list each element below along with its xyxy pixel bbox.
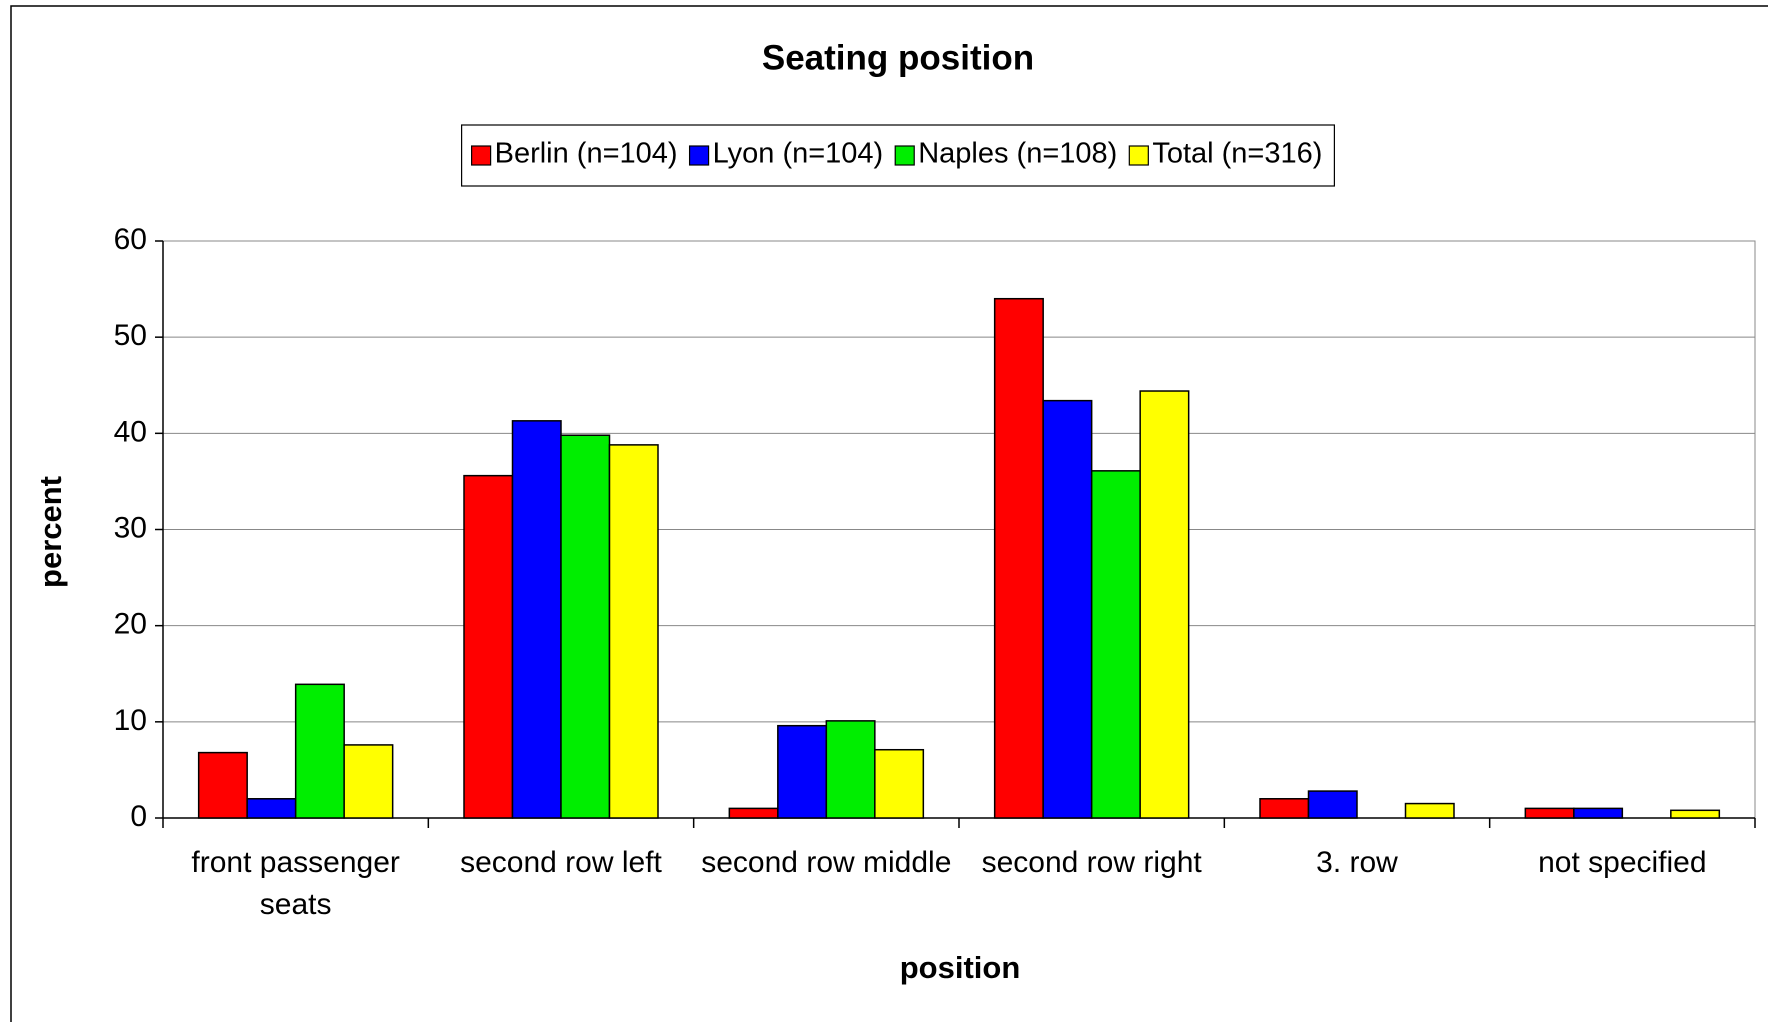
bar xyxy=(728,807,779,819)
bar xyxy=(608,444,659,819)
bar xyxy=(874,748,925,819)
x-tick-label: front passenger seats xyxy=(191,846,400,921)
legend-box xyxy=(461,124,1335,187)
legend-label: Naples (n=108) xyxy=(918,138,1117,170)
chart-frame xyxy=(10,5,1768,1022)
bar xyxy=(1670,809,1721,819)
bar xyxy=(1404,802,1455,819)
bar xyxy=(1090,470,1141,819)
legend-swatch xyxy=(471,145,492,166)
y-tick-label: 50 xyxy=(114,319,147,352)
y-tick-label: 40 xyxy=(114,415,147,448)
x-tick-label: second row right xyxy=(981,846,1202,879)
y-axis-title: percent xyxy=(33,476,68,588)
x-axis-title: position xyxy=(900,950,1021,985)
y-tick-label: 60 xyxy=(114,223,147,256)
x-tick-label: 3. row xyxy=(1316,846,1398,879)
legend-swatch xyxy=(894,145,915,166)
bar xyxy=(993,297,1044,819)
bar xyxy=(1259,798,1310,819)
bar xyxy=(197,751,248,819)
bar xyxy=(1524,807,1575,819)
legend-swatch xyxy=(1128,145,1149,166)
bar xyxy=(294,683,345,819)
bar xyxy=(1042,399,1093,819)
bar xyxy=(1139,390,1190,819)
bar xyxy=(1573,807,1624,819)
bar xyxy=(560,434,611,819)
y-tick-label: 20 xyxy=(114,608,147,641)
bar xyxy=(777,724,828,819)
x-tick-label: not specified xyxy=(1538,846,1707,879)
bar xyxy=(246,798,297,819)
legend-label: Berlin (n=104) xyxy=(495,138,678,170)
chart-title: Seating position xyxy=(762,38,1034,77)
y-tick-label: 0 xyxy=(130,800,147,833)
bar xyxy=(463,474,514,819)
bar xyxy=(343,744,394,819)
y-tick-label: 30 xyxy=(114,511,147,544)
x-tick-label: second row middle xyxy=(701,846,952,879)
legend-label: Lyon (n=104) xyxy=(713,138,884,170)
legend-swatch xyxy=(688,145,710,166)
y-tick-label: 10 xyxy=(114,704,147,737)
legend-label: Total (n=316) xyxy=(1152,138,1322,170)
bar xyxy=(1307,790,1358,819)
bar xyxy=(825,720,876,819)
bar xyxy=(511,420,562,819)
x-tick-label: second row left xyxy=(460,846,662,879)
